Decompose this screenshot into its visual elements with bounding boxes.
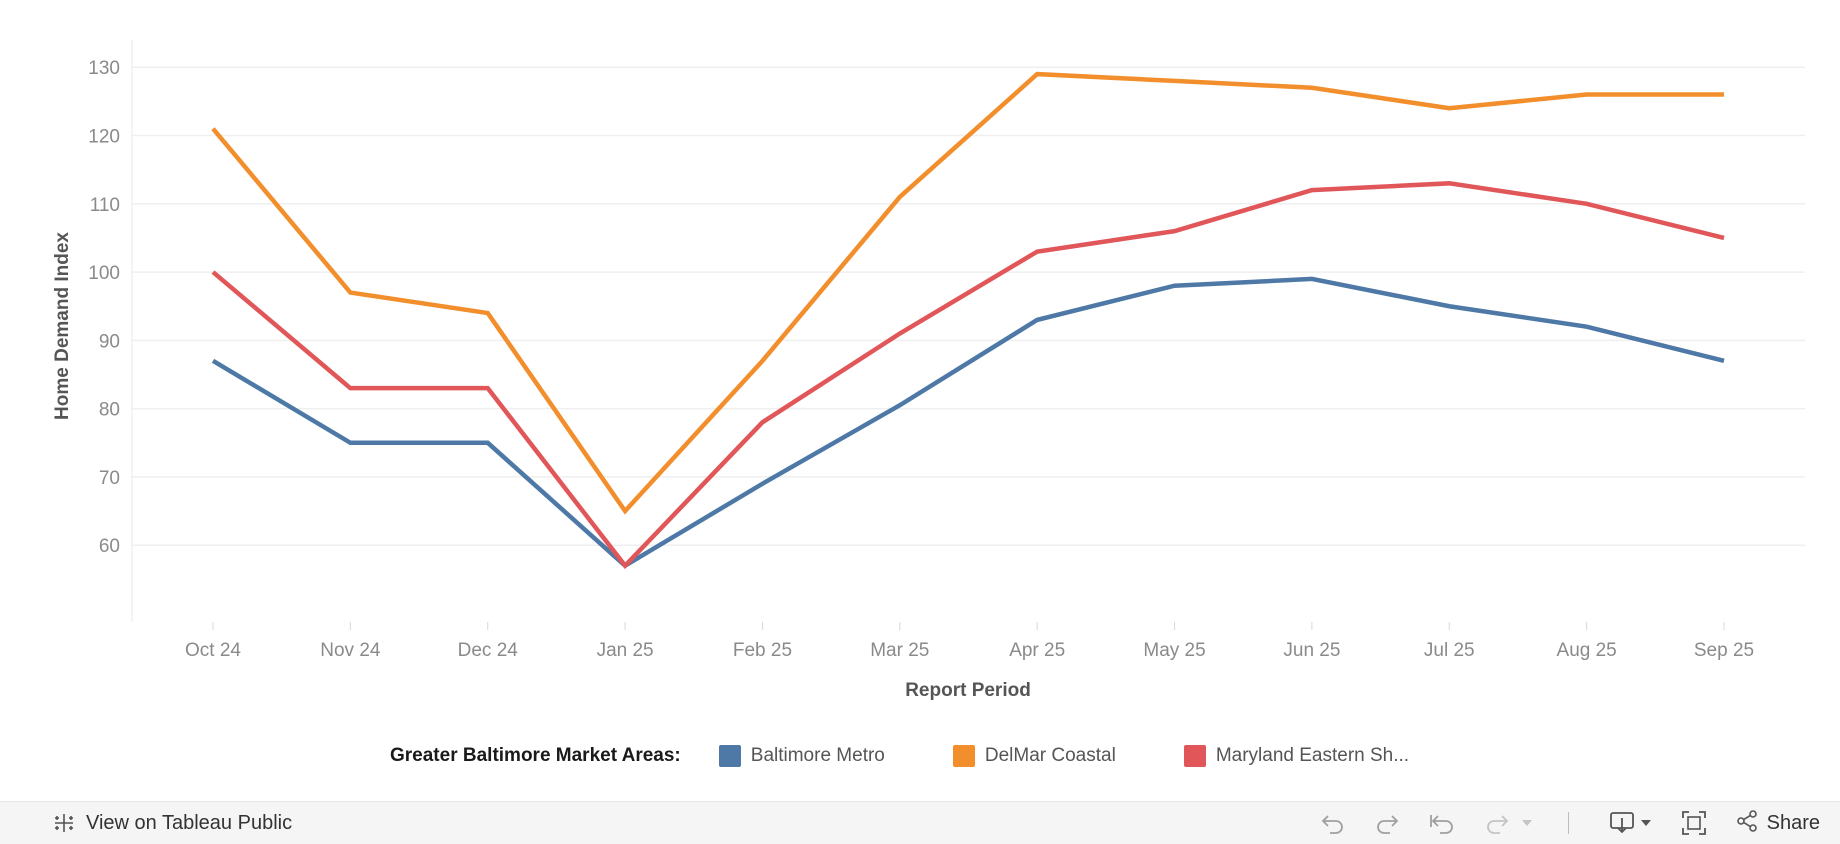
revert-icon[interactable] — [1428, 812, 1456, 834]
legend-title: Greater Baltimore Market Areas: — [390, 745, 681, 766]
y-tick-label: 100 — [88, 263, 120, 284]
dropdown-icon[interactable] — [1520, 818, 1534, 828]
view-on-tableau-link[interactable]: View on Tableau Public — [52, 802, 292, 844]
download-icon[interactable] — [1609, 810, 1653, 836]
series-line-2[interactable] — [211, 181, 1725, 570]
legend-swatch — [718, 745, 741, 767]
legend: Greater Baltimore Market Areas: Baltimor… — [390, 745, 1477, 767]
legend-label: DelMar Coastal — [984, 745, 1116, 766]
x-tick-label: Jul 25 — [1424, 640, 1475, 661]
x-axis-title: Report Period — [905, 680, 1031, 701]
legend-item-baltimore-metro[interactable]: Baltimore Metro — [718, 745, 885, 767]
x-tick-label: Jan 25 — [597, 640, 654, 661]
y-axis-title: Home Demand Index — [52, 232, 73, 420]
view-on-tableau-label: View on Tableau Public — [86, 811, 293, 834]
series-lines — [211, 71, 1725, 570]
fullscreen-icon[interactable] — [1681, 810, 1707, 836]
toolbar-divider — [1567, 812, 1569, 834]
legend-item-maryland-eastern-shore[interactable]: Maryland Eastern Sh... — [1183, 745, 1410, 767]
share-label: Share — [1766, 811, 1820, 834]
share-icon — [1735, 809, 1759, 838]
redo-icon[interactable] — [1374, 812, 1400, 834]
legend-label: Baltimore Metro — [750, 745, 885, 766]
y-tick-label: 80 — [99, 400, 120, 421]
series-line-0[interactable] — [211, 276, 1725, 569]
x-tick-label: Nov 24 — [320, 640, 381, 661]
legend-item-delmar-coastal[interactable]: DelMar Coastal — [952, 745, 1116, 767]
refresh-icon[interactable] — [1484, 812, 1512, 834]
x-axis-ticks: Oct 24 Nov 24 Dec 24 Jan 25 Feb 25 Mar 25 Apr … — [185, 622, 1754, 661]
undo-icon[interactable] — [1320, 812, 1346, 834]
legend-swatch — [1183, 745, 1206, 767]
x-tick-label: Sep 25 — [1694, 640, 1754, 661]
share-button[interactable]: Share — [1735, 809, 1820, 838]
y-tick-label: 90 — [99, 331, 120, 352]
y-axis-ticks: 60 70 80 90 100 110 120 130 — [88, 58, 120, 557]
toolbar-actions: Share — [1292, 802, 1820, 844]
legend-label: Maryland Eastern Sh... — [1215, 745, 1410, 766]
line-chart: 60 70 80 90 100 110 120 130 Oct 24 Nov 24 Dec 24 J… — [52, 40, 1805, 701]
y-tick-label: 60 — [99, 536, 120, 557]
y-tick-label: 70 — [99, 468, 120, 489]
gridlines — [132, 66, 1805, 546]
y-tick-label: 130 — [88, 58, 120, 79]
y-tick-label: 120 — [88, 127, 120, 148]
legend-swatch — [952, 745, 975, 767]
x-tick-label: Feb 25 — [733, 640, 792, 661]
y-tick-label: 110 — [90, 195, 120, 216]
tableau-logo-icon — [52, 811, 76, 835]
x-tick-label: Oct 24 — [185, 640, 241, 661]
series-line-1[interactable] — [211, 71, 1724, 515]
x-tick-label: May 25 — [1143, 640, 1205, 661]
x-tick-label: Mar 25 — [870, 640, 929, 661]
x-tick-label: Dec 24 — [458, 640, 519, 661]
x-tick-label: Jun 25 — [1283, 640, 1340, 661]
tableau-toolbar: View on Tableau Public Share — [0, 801, 1840, 844]
x-tick-label: Aug 25 — [1557, 640, 1617, 661]
x-tick-label: Apr 25 — [1009, 640, 1065, 661]
